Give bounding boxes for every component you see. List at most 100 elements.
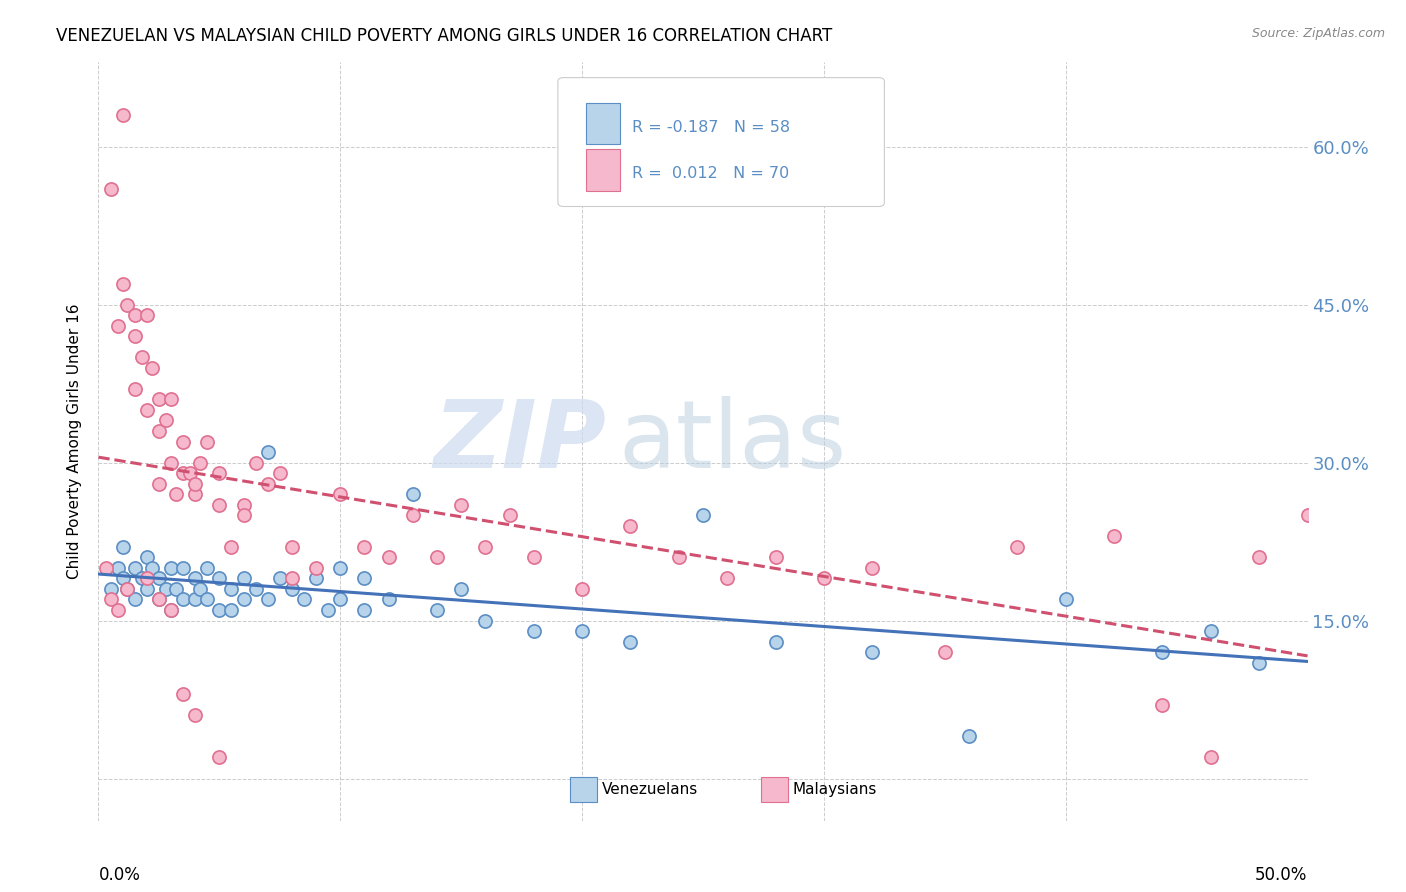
Point (124, 329, 146, 343)
Point (269, 466, 291, 480)
Point (1249, 550, 1271, 565)
Bar (586, 103, 620, 145)
Point (184, 592, 207, 607)
Point (135, 582, 157, 596)
Point (353, 540, 375, 554)
Point (124, 382, 146, 396)
Point (148, 571, 170, 585)
Point (155, 582, 177, 596)
Point (160, 392, 183, 407)
Point (305, 571, 328, 585)
Point (957, 730, 980, 744)
Point (124, 592, 146, 607)
Point (135, 308, 157, 322)
Point (377, 550, 399, 565)
Point (619, 634, 641, 648)
Point (148, 392, 170, 407)
Point (208, 603, 231, 617)
Point (111, 540, 134, 554)
Point (1054, 592, 1077, 607)
Text: Venezuelans: Venezuelans (602, 782, 697, 797)
Point (232, 508, 254, 523)
Point (1007, 540, 1029, 554)
Point (474, 540, 496, 554)
Point (860, 561, 883, 575)
Point (172, 466, 194, 480)
Point (141, 360, 163, 375)
Point (716, 571, 738, 585)
FancyBboxPatch shape (558, 78, 884, 207)
Point (117, 582, 139, 596)
Point (292, 592, 315, 607)
Point (155, 413, 177, 427)
Point (305, 561, 328, 575)
Point (131, 571, 153, 585)
Point (135, 403, 157, 417)
Point (571, 624, 593, 639)
Point (165, 582, 187, 596)
Point (1199, 624, 1222, 639)
Point (208, 750, 231, 764)
Bar (761, 778, 787, 802)
Point (184, 708, 207, 723)
Point (316, 603, 339, 617)
Text: R =  0.012   N = 70: R = 0.012 N = 70 (631, 166, 789, 181)
Point (1152, 698, 1174, 712)
Point (426, 550, 449, 565)
Point (179, 466, 201, 480)
Point (111, 571, 134, 585)
Point (329, 487, 352, 501)
Point (571, 582, 593, 596)
Point (353, 571, 375, 585)
Point (172, 687, 194, 701)
Point (1102, 529, 1125, 543)
Y-axis label: Child Poverty Among Girls Under 16: Child Poverty Among Girls Under 16 (67, 304, 83, 579)
Point (135, 571, 157, 585)
Point (232, 592, 254, 607)
Point (100, 582, 122, 596)
Point (353, 603, 375, 617)
Point (813, 571, 835, 585)
Point (160, 561, 183, 575)
Point (124, 561, 146, 575)
Point (184, 476, 207, 491)
Bar (569, 778, 596, 802)
Point (160, 603, 183, 617)
Text: atlas: atlas (619, 395, 846, 488)
Point (245, 456, 267, 470)
Point (256, 476, 278, 491)
Point (100, 592, 122, 607)
Point (256, 592, 278, 607)
Point (111, 277, 134, 291)
Point (221, 603, 243, 617)
Point (281, 582, 304, 596)
Point (148, 592, 170, 607)
Point (377, 592, 399, 607)
Point (107, 561, 129, 575)
Point (188, 582, 211, 596)
Text: 50.0%: 50.0% (1256, 866, 1308, 884)
Point (329, 592, 352, 607)
Point (934, 645, 956, 659)
Text: Source: ZipAtlas.com: Source: ZipAtlas.com (1251, 27, 1385, 40)
Point (1199, 750, 1222, 764)
Bar (586, 149, 620, 191)
Point (172, 561, 194, 575)
Point (256, 445, 278, 459)
Point (160, 603, 183, 617)
Point (107, 603, 129, 617)
Point (148, 592, 170, 607)
Point (281, 540, 304, 554)
Point (184, 571, 207, 585)
Point (523, 550, 546, 565)
Point (172, 592, 194, 607)
Text: ZIP: ZIP (433, 395, 606, 488)
Point (111, 108, 134, 122)
Text: VENEZUELAN VS MALAYSIAN CHILD POVERTY AMONG GIRLS UNDER 16 CORRELATION CHART: VENEZUELAN VS MALAYSIAN CHILD POVERTY AM… (56, 27, 832, 45)
Point (269, 571, 291, 585)
Text: 0.0%: 0.0% (98, 866, 141, 884)
Point (329, 561, 352, 575)
Point (860, 645, 883, 659)
Point (195, 592, 218, 607)
Point (208, 466, 231, 480)
